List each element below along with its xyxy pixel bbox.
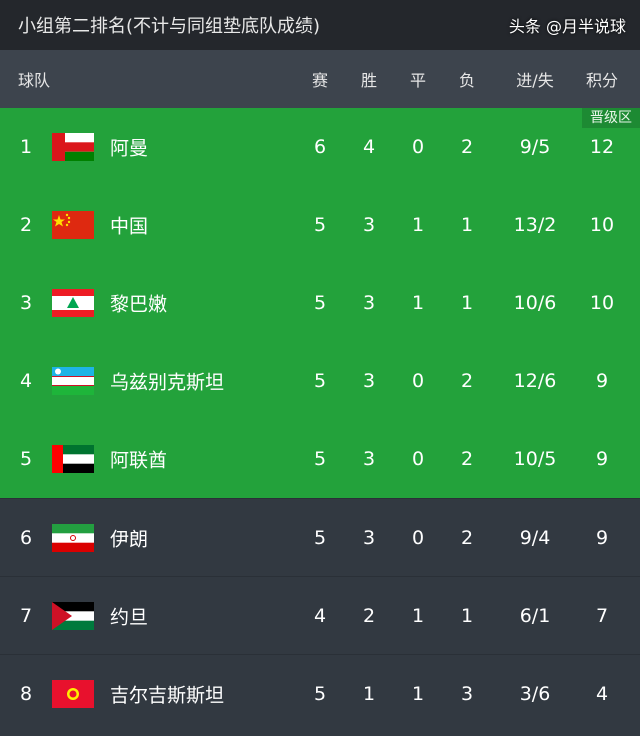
rank: 7 [19,604,33,627]
played-value: 4 [313,604,327,627]
won-value: 4 [362,136,376,158]
points-value: 12 [589,136,615,158]
col-lost: 负 [458,71,476,90]
lost-value: 1 [460,292,474,314]
points-value: 10 [589,214,615,236]
col-team: 球队 [18,71,51,90]
jordan-flag-icon [52,601,94,630]
played-value: 5 [313,526,327,549]
points-value: 10 [589,292,615,314]
table-row[interactable]: 晋级区 1 阿曼 6 4 0 2 9/5 12 [0,108,640,186]
won-value: 1 [362,682,376,705]
lost-value: 2 [460,526,474,549]
oman-flag-icon [52,133,94,161]
table-row[interactable]: 2 中国 5 3 1 1 13/2 10 [0,186,640,264]
played-value: 6 [313,136,327,158]
uzbekistan-flag-icon [52,367,94,395]
points-value: 9 [595,526,609,549]
team-name: 吉尔吉斯斯坦 [110,684,225,706]
points-value: 4 [595,682,609,705]
goals-value: 10/6 [513,292,557,314]
iran-flag-icon [52,523,94,552]
goals-value: 3/6 [519,682,551,705]
goals-value: 10/5 [513,448,557,470]
table-row[interactable]: 7 约旦 4 2 1 1 6/1 7 [0,576,640,654]
won-value: 3 [362,448,376,470]
drawn-value: 0 [411,448,425,470]
drawn-value: 0 [411,370,425,392]
rank: 6 [19,526,33,549]
drawn-value: 1 [411,292,425,314]
team-name: 乌兹别克斯坦 [110,371,225,394]
won-value: 3 [362,370,376,392]
lost-value: 3 [460,682,474,705]
goals-value: 9/4 [519,526,551,549]
points-value: 9 [595,448,609,470]
table-header: 球队 赛 胜 平 负 进/失 积分 [0,50,640,108]
table-row[interactable]: 8 吉尔吉斯斯坦 5 1 1 3 3/6 4 [0,654,640,732]
promotion-badge: 晋级区 [582,108,640,128]
played-value: 5 [313,682,327,705]
drawn-value: 1 [411,604,425,627]
rank: 2 [19,214,33,236]
won-value: 3 [362,526,376,549]
lost-value: 2 [460,448,474,470]
page-title: 小组第二排名(不计与同组垫底队成绩) [18,16,321,37]
col-points: 积分 [585,71,619,90]
rank: 5 [19,448,33,470]
team-name: 约旦 [110,606,149,628]
won-value: 2 [362,604,376,627]
table-row[interactable]: 4 乌兹别克斯坦 5 3 0 2 12/6 9 [0,342,640,420]
drawn-value: 0 [411,136,425,158]
points-value: 7 [595,604,609,627]
drawn-value: 1 [411,682,425,705]
standings-table: 晋级区 1 阿曼 6 4 0 2 9/5 12 2 中国 5 3 1 1 13/2 10 3 黎巴嫩 5 3 1 1 10/6… [0,108,640,732]
goals-value: 6/1 [519,604,551,627]
goals-value: 12/6 [513,370,557,392]
lost-value: 1 [460,214,474,236]
uae-flag-icon [52,445,94,473]
col-goals: 进/失 [516,71,554,90]
col-played: 赛 [311,71,329,90]
team-name: 伊朗 [110,528,149,550]
drawn-value: 1 [411,214,425,236]
rank: 1 [19,136,33,158]
team-name: 黎巴嫩 [110,293,168,316]
col-won: 胜 [360,71,378,90]
title-bar: 小组第二排名(不计与同组垫底队成绩) 头条 @月半说球 [0,0,640,50]
lebanon-flag-icon [52,289,94,317]
kyrgyzstan-flag-icon [52,679,94,708]
team-name: 阿联酋 [110,449,168,472]
lost-value: 2 [460,370,474,392]
col-drawn: 平 [409,71,427,90]
team-name: 阿曼 [110,137,149,160]
china-flag-icon [52,211,94,239]
played-value: 5 [313,448,327,470]
goals-value: 13/2 [513,214,557,236]
rank: 8 [19,682,33,705]
drawn-value: 0 [411,526,425,549]
rank: 4 [19,370,33,392]
won-value: 3 [362,214,376,236]
played-value: 5 [313,214,327,236]
played-value: 5 [313,292,327,314]
table-row[interactable]: 6 伊朗 5 3 0 2 9/4 9 [0,498,640,576]
table-row[interactable]: 3 黎巴嫩 5 3 1 1 10/6 10 [0,264,640,342]
watermark: 头条 @月半说球 [508,17,626,36]
won-value: 3 [362,292,376,314]
rank: 3 [19,292,33,314]
goals-value: 9/5 [519,136,551,158]
table-row[interactable]: 5 阿联酋 5 3 0 2 10/5 9 [0,420,640,498]
played-value: 5 [313,370,327,392]
team-name: 中国 [110,215,149,238]
lost-value: 1 [460,604,474,627]
points-value: 9 [595,370,609,392]
lost-value: 2 [460,136,474,158]
